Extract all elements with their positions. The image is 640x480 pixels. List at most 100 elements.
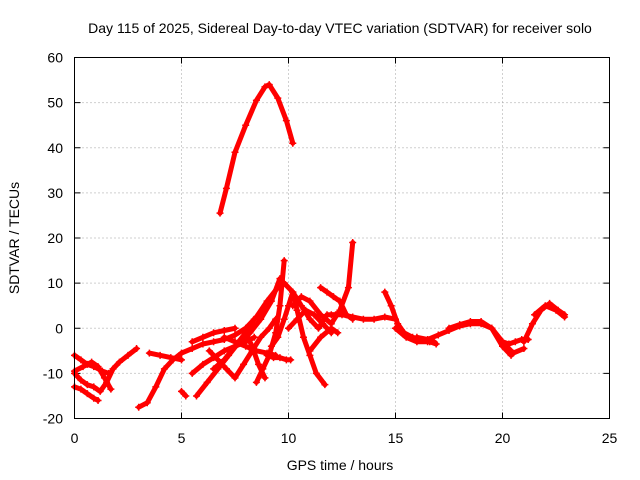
data-point <box>145 349 153 357</box>
y-tick-label: 0 <box>55 320 63 336</box>
series-line <box>290 240 356 327</box>
data-point <box>507 351 515 359</box>
data-point <box>199 333 207 341</box>
data-point <box>299 333 307 341</box>
data-point <box>297 302 305 310</box>
y-tick-label: 60 <box>47 50 63 66</box>
data-point <box>297 293 305 301</box>
data-point <box>280 279 288 287</box>
data-point <box>252 96 260 104</box>
data-point <box>280 315 288 323</box>
data-point <box>394 320 402 328</box>
data-point <box>255 360 263 368</box>
data-point <box>402 333 410 341</box>
data-point <box>216 209 224 217</box>
data-point <box>359 315 367 323</box>
data-point <box>466 317 474 325</box>
data-point <box>456 321 464 329</box>
series-arc-17 <box>263 351 295 364</box>
series-arc-30 <box>531 302 569 321</box>
data-point <box>210 338 218 346</box>
data-point <box>83 381 91 389</box>
data-point <box>528 320 536 328</box>
data-point <box>222 365 230 373</box>
data-point <box>135 403 143 411</box>
data-point <box>90 394 98 402</box>
x-axis-label: GPS time / hours <box>287 457 394 473</box>
data-point <box>287 356 295 364</box>
data-point <box>88 358 96 366</box>
data-point <box>94 396 102 404</box>
data-point <box>265 81 273 89</box>
data-point <box>270 354 278 362</box>
data-point <box>499 338 506 346</box>
data-point <box>289 139 297 147</box>
data-point <box>90 383 98 391</box>
series-line <box>532 303 568 320</box>
series-line <box>136 280 287 410</box>
series-arc-6 <box>145 349 185 364</box>
data-point <box>334 329 342 337</box>
data-point <box>250 333 258 341</box>
data-point <box>100 374 108 382</box>
data-point <box>293 306 301 314</box>
data-point <box>344 284 352 292</box>
data-point <box>143 399 151 407</box>
data-point <box>210 365 218 373</box>
data-point <box>231 324 239 332</box>
data-point <box>445 324 453 332</box>
data-point <box>79 363 87 371</box>
x-tick-label: 20 <box>495 430 511 446</box>
y-axis-label: SDTVAR / TECUs <box>6 182 22 294</box>
data-point <box>274 333 282 341</box>
data-point <box>94 363 102 371</box>
data-point <box>109 365 117 373</box>
data-point <box>220 333 228 341</box>
data-point <box>310 311 318 319</box>
data-point <box>261 374 269 382</box>
data-point <box>511 338 519 346</box>
data-point <box>541 302 549 310</box>
y-tick-label: 40 <box>47 140 63 156</box>
data-point <box>317 284 325 292</box>
data-point <box>220 347 228 355</box>
data-point <box>220 356 228 364</box>
y-tick-label: 50 <box>47 95 63 111</box>
data-point <box>188 345 196 353</box>
data-point <box>349 313 357 321</box>
data-point <box>280 257 288 265</box>
y-tick-label: -10 <box>43 365 63 381</box>
data-point <box>205 347 213 355</box>
series-line <box>146 350 184 363</box>
data-point <box>160 365 168 373</box>
data-point <box>250 315 258 323</box>
data-point <box>240 360 248 368</box>
data-point <box>115 358 123 366</box>
data-point <box>77 376 85 384</box>
y-tick-label: 20 <box>47 230 63 246</box>
data-point <box>152 383 160 391</box>
data-point <box>434 331 442 339</box>
data-point <box>289 302 297 310</box>
data-point <box>276 302 284 310</box>
data-point <box>199 340 207 348</box>
series-line <box>286 307 334 336</box>
chart-title: Day 115 of 2025, Sidereal Day-to-day VTE… <box>88 20 592 36</box>
data-point <box>531 311 539 319</box>
data-point <box>77 356 85 364</box>
data-point <box>178 349 185 357</box>
series-arc-21 <box>306 324 342 355</box>
data-series <box>71 81 569 411</box>
data-point <box>477 317 485 325</box>
data-point <box>133 345 141 353</box>
data-point <box>231 148 239 156</box>
data-point <box>261 83 269 91</box>
data-point <box>329 293 337 301</box>
data-point <box>520 345 528 353</box>
data-point <box>242 329 250 337</box>
data-point <box>231 338 239 346</box>
y-tick-label: 10 <box>47 275 63 291</box>
data-point <box>267 342 275 350</box>
data-point <box>257 315 265 323</box>
